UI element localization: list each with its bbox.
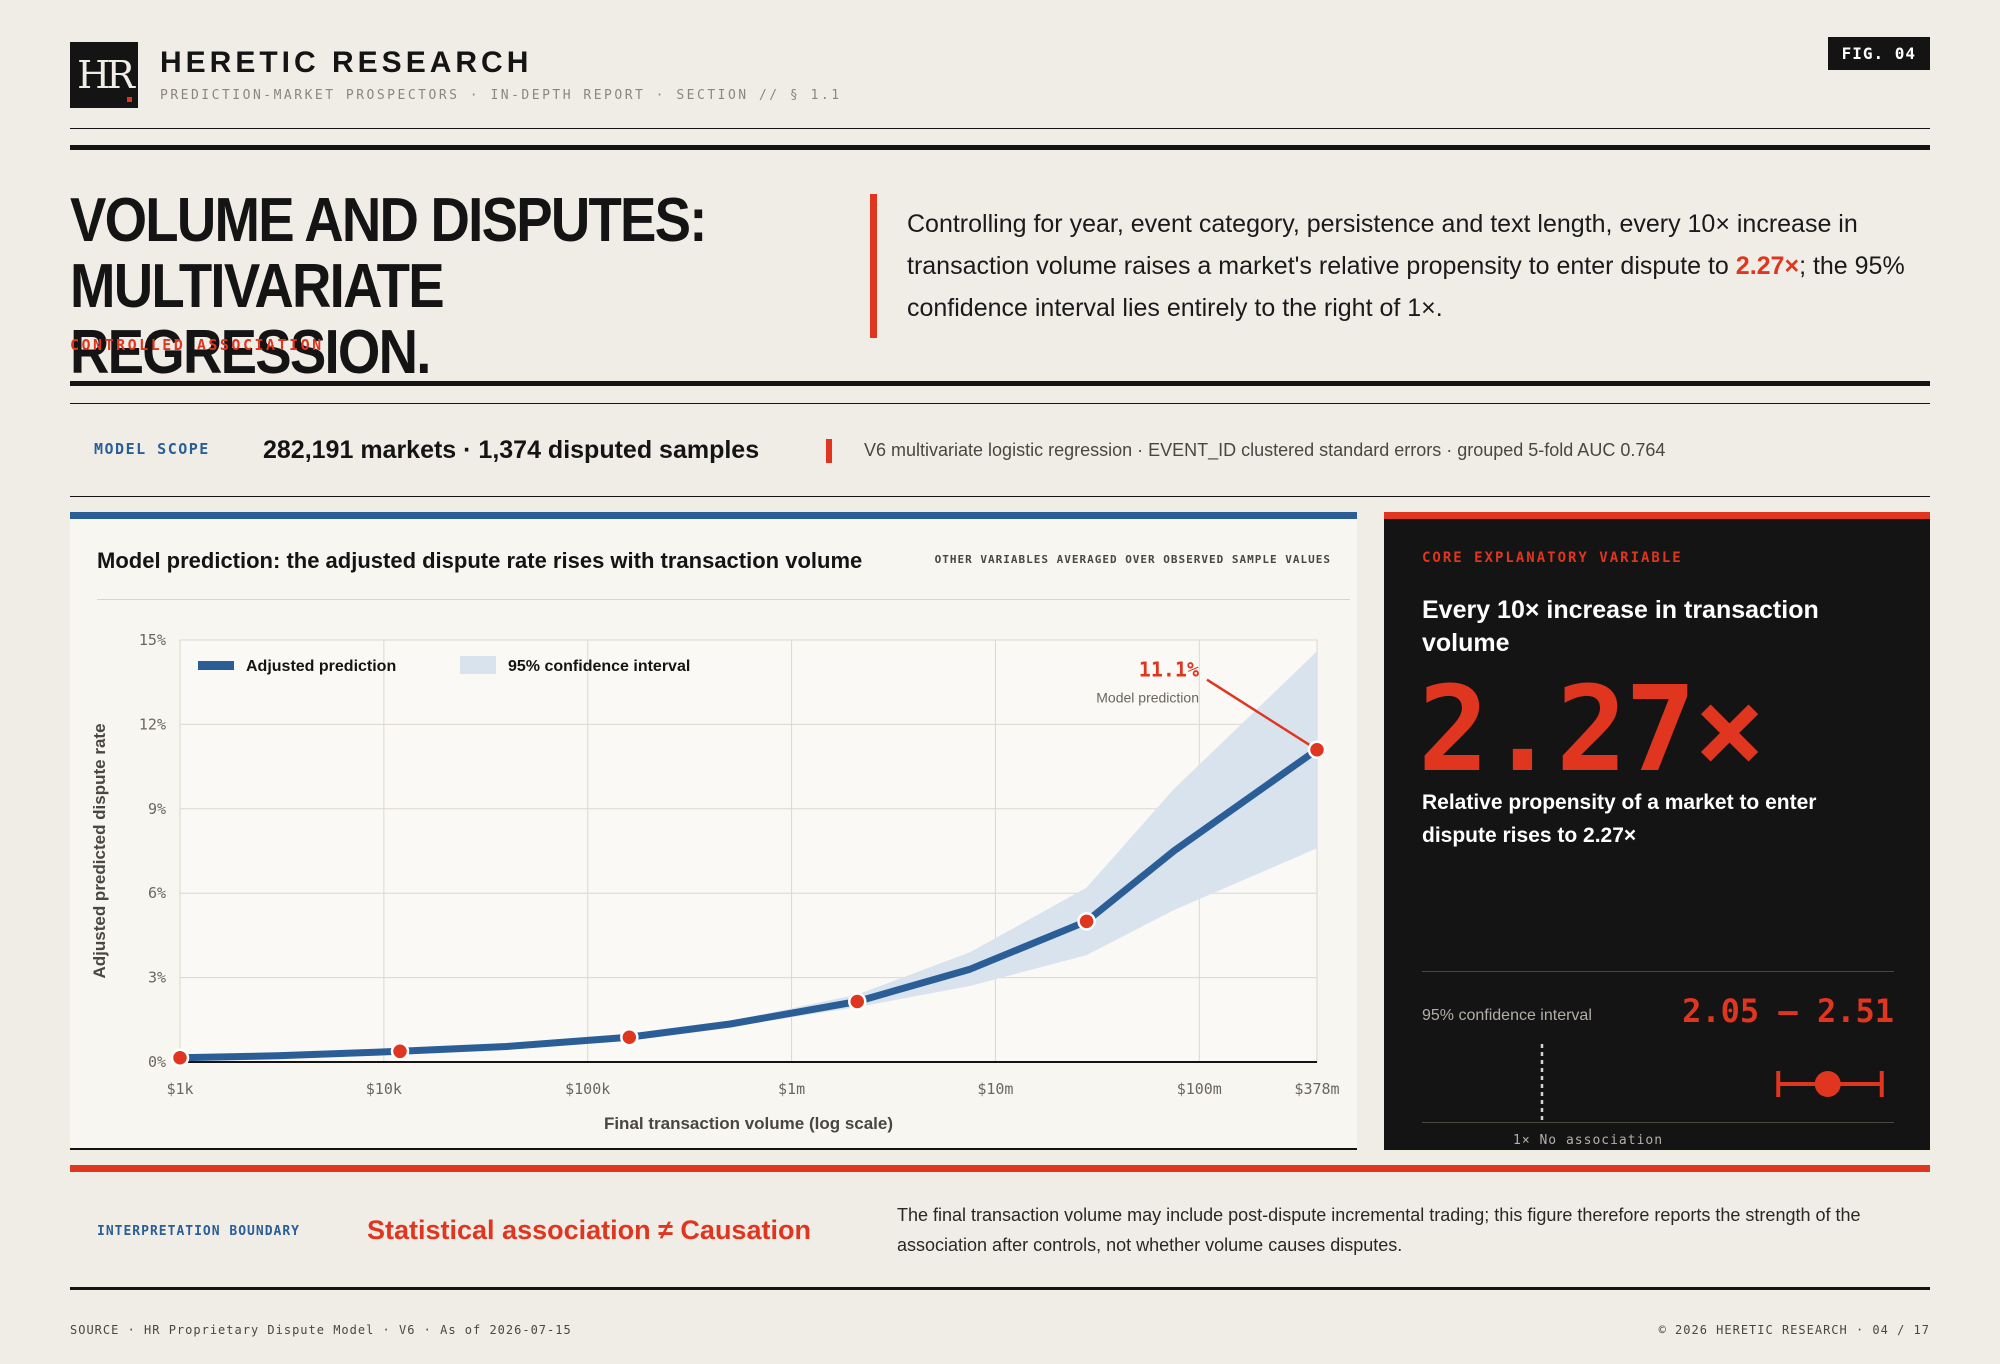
y-tick-label: 12% <box>139 715 166 733</box>
data-point <box>848 992 867 1011</box>
point-estimate <box>1814 1071 1841 1097</box>
x-tick-label: $1m <box>778 1080 805 1098</box>
scope-accent-bar <box>826 439 832 463</box>
x-tick-label: $100m <box>1177 1080 1222 1098</box>
lead-highlight: 2.27× <box>1735 252 1800 280</box>
no-association-label: 1× No association <box>1513 1133 1664 1148</box>
chart-panel-note: OTHER VARIABLES AVERAGED OVER OBSERVED S… <box>934 553 1331 566</box>
ci-label: 95% confidence interval <box>1422 1007 1592 1024</box>
lead-text: Controlling for year, event category, pe… <box>907 210 1858 280</box>
legend-band-label: 95% confidence interval <box>508 658 690 675</box>
title-rule-thin <box>70 403 1930 404</box>
data-point <box>1077 912 1096 931</box>
title-line-1: VOLUME AND DISPUTES: <box>70 186 707 255</box>
y-tick-label: 15% <box>139 631 166 649</box>
scope-rule <box>70 496 1930 497</box>
header-rule-thin <box>70 128 1930 129</box>
y-tick-label: 3% <box>148 969 166 987</box>
scope-description: V6 multivariate logistic regression · EV… <box>864 440 1666 460</box>
ci-forest-plot <box>1540 1044 1884 1120</box>
annotation-text: Model prediction <box>1096 690 1199 706</box>
core-variable-panel <box>1384 512 1930 1150</box>
lead-paragraph: Controlling for year, event category, pe… <box>907 203 1917 329</box>
legend-line-swatch <box>198 661 234 670</box>
footer-rule <box>70 1287 1930 1290</box>
ci-value: 2.05 – 2.51 <box>1682 992 1894 1030</box>
chart-panel-title: Model prediction: the adjusted dispute r… <box>97 548 863 573</box>
interpretation-rule <box>70 1165 1930 1172</box>
footer-source: SOURCE · HR Proprietary Dispute Model · … <box>70 1323 572 1337</box>
confidence-band <box>180 651 1317 1060</box>
annotation-value: 11.1% <box>1139 658 1199 682</box>
prediction-line <box>176 746 1321 1062</box>
x-tick-label: $100k <box>565 1080 610 1098</box>
scope-label: MODEL SCOPE <box>94 440 210 458</box>
title-kicker: CONTROLLED ASSOCIATION <box>70 336 324 354</box>
chart-panel-divider <box>97 599 1350 600</box>
x-tick-label: $10m <box>977 1080 1013 1098</box>
brand-logo: HR <box>70 42 138 108</box>
odds-ratio-value: 2.27× <box>1418 660 1765 798</box>
annotation-leader <box>1206 678 1318 751</box>
page-title: VOLUME AND DISPUTES: MULTIVARIATE REGRES… <box>70 188 756 386</box>
interpretation-heading: Statistical association ≠ Causation <box>367 1215 811 1245</box>
title-line-2: MULTIVARIATE REGRESSION. <box>70 252 445 387</box>
y-tick-label: 9% <box>148 800 166 818</box>
ci-rule-bottom <box>1422 1122 1894 1123</box>
dispute-rate-chart: 0% 3% 6% 9% 12% 15% $1k $10k $100k $1m $10m $100m $3… <box>90 631 1340 1133</box>
interpretation-text: The final transaction volume may include… <box>897 1205 1861 1255</box>
footer-copyright: © 2026 HERETIC RESEARCH · 04 / 17 <box>1658 1323 1930 1337</box>
y-axis-title: Adjusted predicted dispute rate <box>90 723 109 978</box>
odds-ratio-description: Relative propensity of a market to enter… <box>1422 791 1817 847</box>
header-rule-thick <box>70 145 1930 150</box>
data-point <box>1307 740 1327 759</box>
brand-name: HERETIC RESEARCH <box>160 46 533 79</box>
data-point <box>390 1042 410 1061</box>
y-tick-label: 0% <box>148 1053 166 1071</box>
x-tick-label: $1k <box>166 1080 193 1098</box>
core-variable-heading: Every 10× increase in transaction volume <box>1422 596 1819 657</box>
y-tick-label: 6% <box>148 884 166 902</box>
x-tick-label: $378m <box>1294 1080 1339 1098</box>
data-point <box>170 1048 190 1068</box>
figure-label: FIG. 04 <box>1827 37 1930 70</box>
x-tick-label: $10k <box>366 1080 402 1098</box>
title-rule-thick <box>70 381 1930 386</box>
data-point <box>620 1027 639 1047</box>
interpretation-label: INTERPRETATION BOUNDARY <box>97 1224 301 1239</box>
legend-band-swatch <box>460 656 496 674</box>
scope-value: 282,191 markets · 1,374 disputed samples <box>263 436 760 464</box>
legend-line-label: Adjusted prediction <box>246 658 396 675</box>
lead-text-end: ; the 95% confidence interval lies entir… <box>907 252 1905 322</box>
ci-rule-top <box>1422 971 1894 972</box>
core-variable-kicker: CORE EXPLANATORY VARIABLE <box>1422 550 1683 566</box>
report-subtitle: PREDICTION-MARKET PROSPECTORS · IN-DEPTH… <box>160 88 842 103</box>
x-axis-title: Final transaction volume (log scale) <box>604 1114 893 1133</box>
lead-accent-bar <box>870 194 877 338</box>
